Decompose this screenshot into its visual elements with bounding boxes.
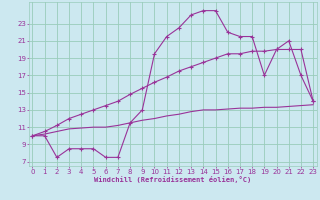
X-axis label: Windchill (Refroidissement éolien,°C): Windchill (Refroidissement éolien,°C) — [94, 176, 252, 183]
